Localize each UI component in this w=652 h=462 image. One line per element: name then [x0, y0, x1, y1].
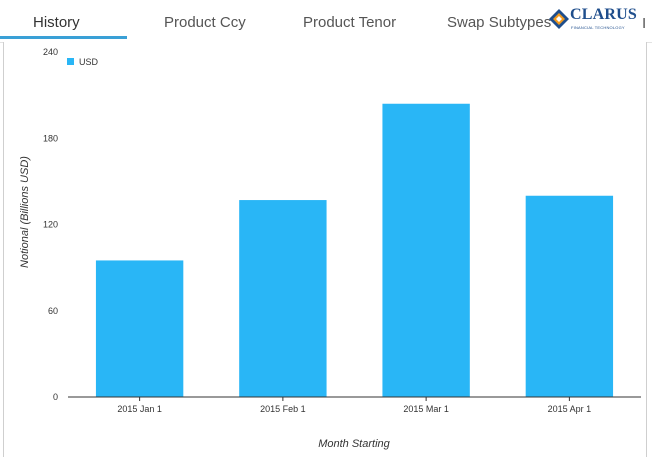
- bar[interactable]: [95, 260, 184, 397]
- x-tick-label: 2015 Feb 1: [260, 404, 306, 414]
- clarus-logo-mark: [549, 9, 569, 29]
- bar[interactable]: [239, 200, 327, 397]
- y-tick-label: 60: [48, 306, 58, 316]
- tab-product-tenor[interactable]: Product Tenor: [303, 14, 397, 31]
- bar-chart: 0 60 120 180 240 2015 Jan 1 2015 Feb 1 2015 Ma…: [19, 47, 641, 450]
- logo-subtitle: FINANCIAL TECHNOLOGY: [571, 25, 625, 30]
- tab-product-ccy[interactable]: Product Ccy: [164, 14, 246, 31]
- x-axis-title: Month Starting: [318, 438, 390, 450]
- y-tick-label: 0: [53, 392, 58, 402]
- y-axis-title: Notional (Billions USD): [19, 156, 31, 268]
- legend-label-usd: USD: [79, 57, 99, 67]
- bars: [95, 103, 614, 397]
- logo-wordmark: CLARUS: [570, 6, 637, 23]
- legend-swatch-usd: [67, 58, 74, 65]
- bar[interactable]: [525, 195, 614, 397]
- x-tick-label: 2015 Mar 1: [403, 404, 449, 414]
- active-tab-indicator: [0, 36, 127, 39]
- legend: USD: [67, 57, 99, 67]
- y-axis-ticks: 0 60 120 180 240: [43, 47, 58, 402]
- y-tick-label: 180: [43, 133, 58, 143]
- tab-history[interactable]: History: [33, 14, 80, 31]
- tab-bar: History Product Ccy Product Tenor Swap S…: [0, 0, 652, 43]
- tab-swap-subtypes[interactable]: Swap Subtypes: [447, 14, 552, 31]
- y-tick-label: 120: [43, 220, 58, 230]
- clarus-logo: CLARUS FINANCIAL TECHNOLOGY I: [548, 5, 652, 35]
- clipped-tab-label[interactable]: I: [642, 15, 647, 32]
- bar[interactable]: [382, 103, 470, 397]
- chart-panel: 0 60 120 180 240 2015 Jan 1 2015 Feb 1 2015 Ma…: [3, 42, 647, 457]
- x-tick-label: 2015 Jan 1: [117, 404, 162, 414]
- x-axis-ticks: 2015 Jan 1 2015 Feb 1 2015 Mar 1 2015 Apr 1: [117, 397, 591, 414]
- x-tick-label: 2015 Apr 1: [548, 404, 592, 414]
- y-tick-label: 240: [43, 47, 58, 57]
